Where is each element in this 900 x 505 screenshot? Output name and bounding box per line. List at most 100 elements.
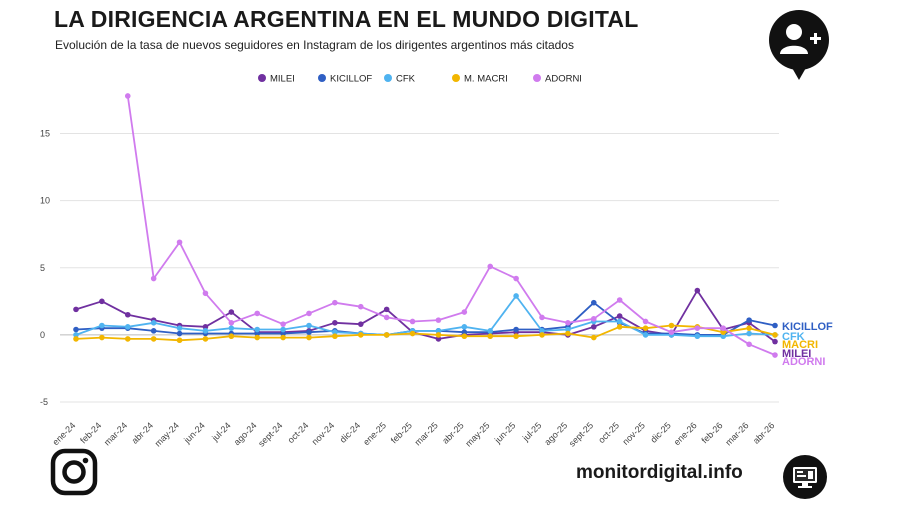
data-point [461, 309, 468, 315]
data-point [513, 293, 519, 299]
data-point [616, 297, 623, 303]
x-tick-label: ene-24 [51, 420, 78, 447]
data-point [539, 328, 545, 334]
data-point [124, 324, 131, 330]
x-tick-label: feb-24 [78, 420, 103, 445]
data-point [176, 330, 183, 337]
series-end-label: CFK [782, 331, 805, 343]
chart-title: LA DIRIGENCIA ARGENTINA EN EL MUNDO DIGI… [54, 6, 639, 32]
series-end-label: MILEI [782, 348, 811, 360]
data-point [487, 333, 494, 340]
x-tick-label: ago-25 [542, 420, 569, 447]
data-point [99, 334, 105, 341]
series-end-label: KICILLOF [782, 321, 833, 333]
data-point [409, 318, 416, 325]
data-point [150, 328, 157, 334]
data-point [590, 315, 597, 322]
data-point [539, 332, 545, 338]
data-point [435, 328, 442, 334]
legend-label: KICILLOF [330, 74, 372, 85]
data-point [409, 330, 416, 337]
data-point [176, 337, 183, 344]
legend-marker [533, 74, 541, 82]
data-point [772, 352, 778, 358]
x-tick-label: feb-26 [700, 420, 725, 445]
data-point [720, 325, 727, 331]
data-point [383, 306, 390, 313]
data-point [332, 333, 338, 340]
legend-label: ADORNI [545, 74, 582, 85]
x-tick-label: ago-24 [232, 420, 259, 447]
data-point [332, 299, 338, 306]
data-point [202, 328, 209, 334]
data-point [383, 332, 390, 338]
x-tick-label: feb-25 [389, 420, 414, 445]
series-end-label: ADORNI [782, 356, 825, 368]
data-point [228, 320, 235, 326]
x-tick-label: sept-25 [567, 420, 595, 448]
data-point [590, 324, 597, 330]
data-point [513, 275, 519, 282]
y-tick-label: 0 [40, 330, 45, 340]
data-point [435, 332, 442, 338]
data-point [694, 325, 701, 331]
x-tick-label: jun-24 [181, 420, 206, 445]
data-point [124, 93, 131, 99]
x-tick-label: nov-25 [620, 420, 647, 447]
data-point [746, 325, 752, 331]
y-tick-label: 10 [40, 196, 50, 206]
legend-label: CFK [396, 74, 416, 85]
data-point [772, 322, 778, 329]
x-tick-label: ene-25 [361, 420, 388, 447]
data-point [99, 322, 105, 329]
data-point [228, 325, 235, 331]
data-point [668, 329, 675, 336]
data-point [228, 309, 235, 315]
data-point [435, 336, 442, 342]
data-point [642, 318, 649, 325]
data-point [772, 338, 778, 345]
x-tick-label: jun-25 [492, 420, 517, 445]
x-tick-label: may-25 [463, 420, 491, 448]
data-point [124, 311, 131, 318]
data-point [280, 326, 286, 333]
y-tick-label: 5 [40, 263, 45, 273]
x-tick-label: jul-25 [520, 420, 543, 443]
data-point [357, 332, 364, 338]
data-point [746, 330, 752, 337]
data-point [616, 313, 623, 319]
x-tick-label: mar-26 [723, 420, 750, 447]
x-tick-label: oct-25 [596, 420, 621, 445]
data-point [254, 334, 261, 341]
data-point [694, 287, 701, 294]
data-point [642, 325, 649, 331]
x-tick-label: abr-26 [751, 420, 776, 445]
data-point [228, 333, 235, 340]
data-point [642, 332, 649, 338]
data-point [254, 330, 261, 337]
data-point [332, 320, 338, 326]
data-point [73, 332, 79, 338]
y-tick-label: -5 [40, 397, 48, 407]
data-point [461, 324, 468, 330]
chart-subtitle: Evolución de la tasa de nuevos seguidore… [55, 38, 574, 52]
data-point [202, 324, 209, 330]
series-line [75, 295, 776, 338]
instagram-icon [50, 448, 98, 496]
data-point [306, 329, 312, 336]
data-point [73, 336, 79, 342]
data-point [616, 324, 623, 330]
data-point [746, 341, 752, 348]
x-tick-label: sept-24 [256, 420, 284, 448]
x-tick-label: abr-25 [440, 420, 465, 445]
data-point [539, 314, 545, 321]
series-line [126, 95, 776, 356]
data-point [176, 325, 183, 331]
data-point [280, 330, 286, 337]
data-point [99, 298, 105, 305]
data-point [590, 299, 597, 306]
add-user-icon [769, 10, 829, 80]
data-point [306, 322, 312, 329]
x-tick-label: dic-25 [648, 420, 672, 444]
